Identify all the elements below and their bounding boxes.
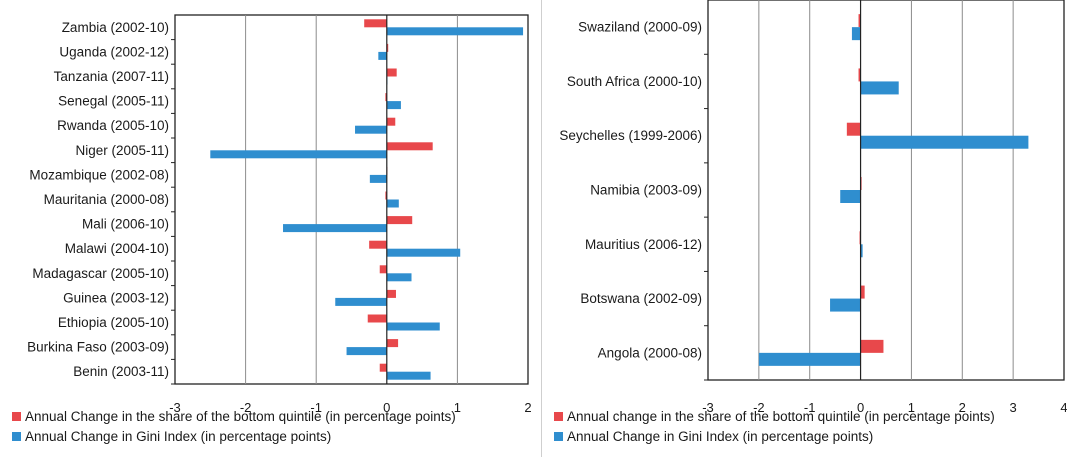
x-tick-label: -2 [753,400,765,415]
bar-bottom-quintile [379,265,387,274]
category-label: Uganda (2002-12) [59,44,169,59]
bar-bottom-quintile [858,68,861,82]
bar-bottom-quintile [364,19,387,28]
plot-area [707,0,1065,381]
bar-gini [840,190,861,203]
x-tick-label: 4 [1060,400,1067,415]
bar-bottom-quintile [386,216,413,225]
category-label: Seychelles (1999-2006) [559,128,702,143]
x-tick-label: -1 [804,400,816,415]
bar-gini [346,347,387,356]
bar-bottom-quintile [369,240,387,249]
category-label: Ethiopia (2005-10) [58,315,169,330]
category-label: Benin (2003-11) [73,364,169,379]
legend-swatch-red [554,411,563,421]
bar-gini [335,297,387,306]
category-label: Madagascar (2005-10) [32,266,169,281]
x-tick-label: -1 [310,400,322,415]
category-label: Rwanda (2005-10) [57,118,169,133]
bar-gini [860,81,899,95]
bar-gini [378,51,387,60]
x-tick-label: 0 [383,400,390,415]
bar-bottom-quintile [367,314,387,323]
legend-item-gini: Annual Change in Gini Index (in percenta… [12,426,456,446]
x-tick-label: 2 [959,400,966,415]
bar-gini [386,273,412,282]
category-label: Namibia (2003-09) [590,183,702,198]
bar-gini [355,125,387,134]
bar-gini [283,224,387,233]
category-label: Tanzania (2007-11) [54,69,169,84]
category-label: Mauritius (2006-12) [585,237,702,252]
bar-bottom-quintile [386,43,389,52]
legend-label: Annual Change in the share of the bottom… [25,408,456,424]
chart-left: -3 -2 -1 0 1 2 Zambia (2002-10) Uganda (2002-12… [27,14,532,415]
bar-gini [851,27,861,41]
category-label: Senegal (2005-11) [58,94,169,109]
legend-label: Annual change in the share of the bottom… [567,408,995,424]
category-label: Burkina Faso (2003-09) [27,340,169,355]
category-label: Mozambique (2002-08) [29,167,169,182]
bar-bottom-quintile [386,339,399,348]
bar-gini [830,298,861,312]
legend-swatch-blue [12,431,21,441]
bar-bottom-quintile [860,285,865,299]
x-tick-label: -2 [240,400,252,415]
legend-item-gini: Annual Change in Gini Index (in percenta… [554,426,995,446]
legend-right: Annual change in the share of the bottom… [554,406,995,446]
category-label: Mauritania (2000-08) [44,192,169,207]
bar-bottom-quintile [386,142,433,151]
bar-gini [386,101,401,110]
bar-gini [386,248,461,257]
x-tick-label: -3 [702,400,714,415]
bar-bottom-quintile [386,289,396,298]
category-label: Mali (2006-10) [82,217,169,232]
x-tick-label: 0 [857,400,864,415]
category-label: Angola (2000-08) [598,345,702,360]
bar-gini [369,174,387,183]
chart-panel-right: -3 -2 -1 0 1 2 3 4 Swaziland (2000-09) South Afri… [541,0,1067,457]
bar-gini [386,322,440,331]
plot-area [174,14,529,385]
bar-gini [860,135,1029,149]
bar-bottom-quintile [860,339,884,353]
bar-bottom-quintile [846,122,861,136]
legend-label: Annual Change in Gini Index (in percenta… [567,428,874,444]
bar-gini [386,199,399,208]
legend-item-bottom-quintile: Annual Change in the share of the bottom… [12,406,456,426]
category-label: Zambia (2002-10) [62,20,169,35]
bar-gini [860,244,863,258]
bar-gini [386,27,524,36]
legend-left: Annual Change in the share of the bottom… [12,406,456,446]
category-label: Swaziland (2000-09) [578,20,702,35]
bar-gini [386,371,431,380]
legend-item-bottom-quintile: Annual change in the share of the bottom… [554,406,995,426]
bar-bottom-quintile [385,191,387,200]
bar-bottom-quintile [386,68,397,77]
bar-bottom-quintile [385,93,387,102]
x-tick-label: 1 [454,400,461,415]
bar-gini [210,150,387,159]
category-label: Botswana (2002-09) [580,291,702,306]
bar-bottom-quintile [858,14,861,28]
bar-gini [758,352,861,366]
category-label: Guinea (2003-12) [63,290,169,305]
x-tick-label: 1 [908,400,915,415]
legend-swatch-red [12,411,21,421]
legend-label: Annual Change in Gini Index (in percenta… [25,428,332,444]
legend-swatch-blue [554,431,563,441]
x-tick-label: 2 [524,400,531,415]
x-tick-label: -3 [169,400,181,415]
x-tick-label: 3 [1010,400,1017,415]
chart-right: -3 -2 -1 0 1 2 3 4 Swaziland (2000-09) South Afri… [559,0,1067,415]
category-label: South Africa (2000-10) [567,74,702,89]
chart-panel-left: -3 -2 -1 0 1 2 Zambia (2002-10) Uganda (2002-12… [12,14,532,446]
category-label: Malawi (2004-10) [65,241,169,256]
bar-bottom-quintile [386,117,396,126]
bar-bottom-quintile [379,363,387,372]
category-label: Niger (2005-11) [75,143,169,158]
